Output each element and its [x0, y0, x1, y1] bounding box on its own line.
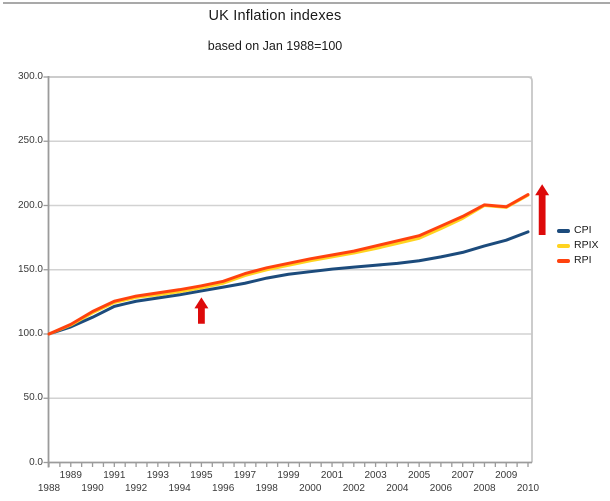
- window-top-border: [3, 2, 610, 4]
- x-tick-label: 2007: [451, 470, 474, 481]
- plot-frame: [48, 76, 533, 463]
- axis-ticks: [43, 76, 529, 467]
- x-tick-label: 2005: [408, 470, 431, 481]
- y-tick-label: 50.0: [23, 392, 43, 404]
- x-tick-label: 1991: [103, 470, 126, 481]
- x-tick-label: 2002: [342, 482, 365, 494]
- x-tick-label: 1993: [146, 470, 169, 481]
- x-tick-label: 1994: [168, 482, 191, 494]
- plot-border: [47, 76, 533, 468]
- y-tick-label: 200.0: [17, 199, 43, 211]
- x-tick-label: 2008: [473, 482, 496, 494]
- x-tick-label: 1995: [190, 470, 213, 481]
- red-up-arrow-1: [194, 297, 209, 324]
- legend-swatch-rpix: [557, 243, 570, 248]
- legend-label: RPI: [574, 254, 592, 266]
- y-tick-label: 100.0: [17, 328, 43, 339]
- x-tick-label: 2010: [516, 482, 540, 494]
- legend-item-rpi: RPI: [557, 253, 599, 268]
- x-tick-label: 1988: [37, 482, 61, 494]
- legend: CPI RPIX RPI: [557, 223, 599, 268]
- chart-subtitle: based on Jan 1988=100: [207, 39, 343, 53]
- legend-label: RPIX: [574, 239, 599, 251]
- y-tick-label: 250.0: [17, 135, 43, 147]
- legend-item-cpi: CPI: [557, 223, 599, 238]
- y-tick-label: 300.0: [17, 71, 43, 82]
- series-lines: [47, 193, 530, 336]
- gridlines: [48, 76, 532, 400]
- x-tick-label: 1997: [233, 470, 257, 481]
- y-tick-label: 150.0: [17, 263, 43, 275]
- x-tick-label: 1999: [277, 470, 300, 481]
- x-tick-label: 2004: [386, 482, 409, 494]
- legend-label: CPI: [574, 224, 592, 236]
- x-tick-label: 1989: [59, 470, 82, 481]
- series-line-rpi: [47, 193, 530, 336]
- x-tick-label: 2009: [495, 470, 518, 481]
- legend-item-rpix: RPIX: [557, 238, 599, 253]
- chart-title: UK Inflation indexes: [208, 8, 342, 24]
- x-tick-label: 1996: [212, 482, 235, 494]
- red-up-arrow-2: [535, 184, 550, 236]
- arrow-annotations: [194, 184, 550, 324]
- series-line-cpi: [47, 230, 530, 336]
- legend-swatch-cpi: [557, 228, 570, 233]
- legend-swatch-rpi: [557, 258, 570, 263]
- x-tick-label: 2003: [364, 470, 387, 481]
- x-tick-label: 2006: [429, 482, 453, 494]
- y-tick-label: 0.0: [29, 456, 43, 468]
- x-tick-label: 1990: [81, 482, 104, 494]
- x-tick-label: 2001: [320, 470, 344, 481]
- x-tick-label: 1998: [255, 482, 278, 494]
- x-tick-label: 2000: [299, 482, 322, 494]
- x-tick-label: 1992: [124, 482, 148, 494]
